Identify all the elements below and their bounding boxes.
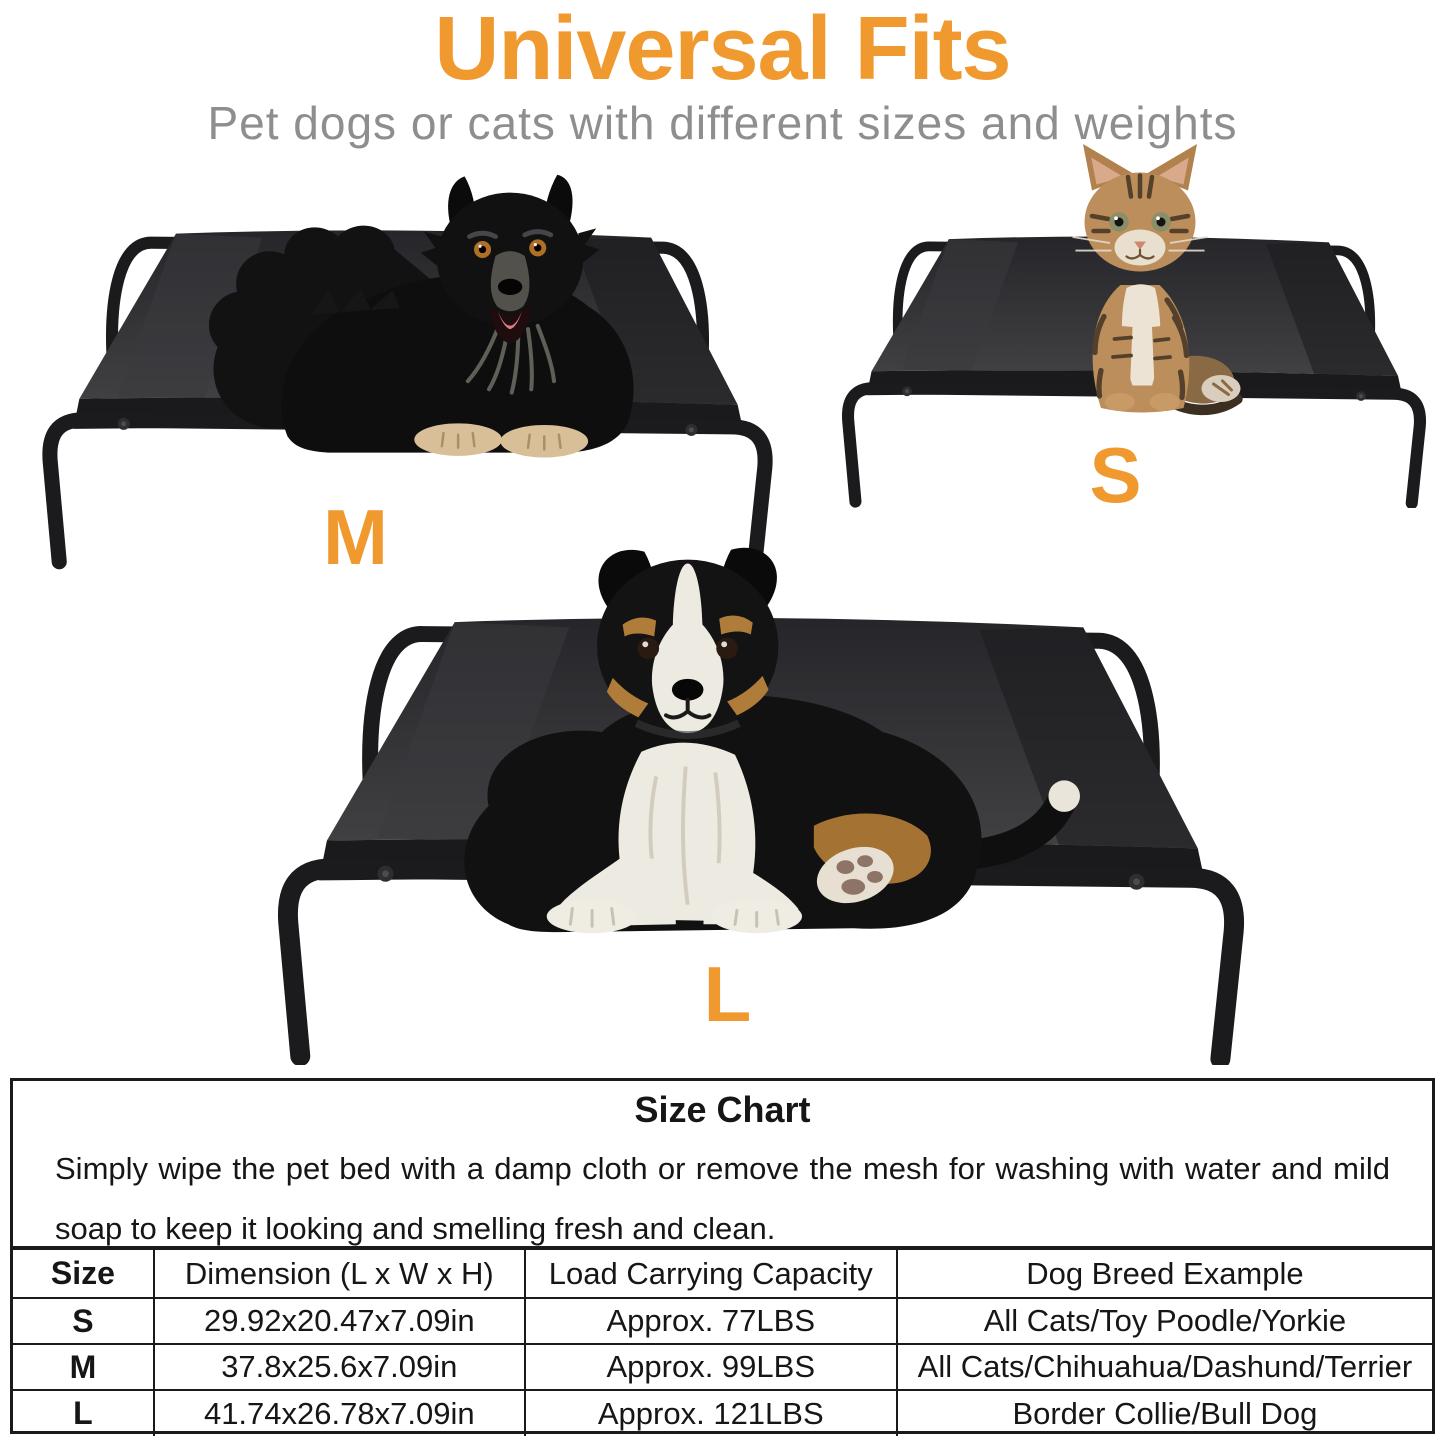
column-header-breed: Dog Breed Example: [895, 1248, 1432, 1299]
size-table-header-row: Size Dimension (L x W x H) Load Carrying…: [13, 1248, 1432, 1299]
size-table: Size Dimension (L x W x H) Load Carrying…: [13, 1248, 1432, 1436]
page-subtitle: Pet dogs or cats with different sizes an…: [207, 97, 1238, 149]
size-label-m: M: [323, 493, 388, 581]
size-label-l: L: [703, 950, 752, 1038]
cell-dimension: 37.8x25.6x7.09in: [152, 1343, 526, 1391]
column-header-capacity: Load Carrying Capacity: [523, 1248, 898, 1299]
cell-dimension: 41.74x26.78x7.09in: [152, 1389, 526, 1436]
cell-capacity: Approx. 121LBS: [523, 1389, 898, 1436]
cell-breed: Border Collie/Bull Dog: [895, 1389, 1432, 1436]
size-table-row-s: S 29.92x20.47x7.09in Approx. 77LBS All C…: [13, 1297, 1432, 1345]
cell-breed: All Cats/Chihuahua/Dashund/Terrier: [895, 1343, 1432, 1391]
column-header-dimension: Dimension (L x W x H): [152, 1248, 526, 1299]
cell-size: M: [13, 1343, 155, 1391]
black-dog-icon: [209, 175, 634, 458]
cell-breed: All Cats/Toy Poodle/Yorkie: [895, 1297, 1432, 1345]
size-chart-title: Size Chart: [634, 1089, 811, 1130]
cell-capacity: Approx. 99LBS: [523, 1343, 898, 1391]
care-instructions: Simply wipe the pet bed with a damp clot…: [55, 1151, 1390, 1246]
header: Universal Fits Pet dogs or cats with dif…: [0, 0, 1445, 146]
cell-capacity: Approx. 77LBS: [523, 1297, 898, 1345]
cell-size: S: [13, 1297, 155, 1345]
product-photo-size-m: [25, 160, 790, 570]
size-table-row-l: L 41.74x26.78x7.09in Approx. 121LBS Bord…: [13, 1389, 1432, 1436]
column-header-size: Size: [13, 1248, 155, 1299]
size-label-s: S: [1089, 431, 1142, 519]
page-title: Universal Fits: [434, 0, 1011, 99]
size-chart: Size Chart Simply wipe the pet bed with …: [10, 1078, 1435, 1436]
cell-dimension: 29.92x20.47x7.09in: [152, 1297, 526, 1345]
cell-size: L: [13, 1389, 155, 1436]
size-table-row-m: M 37.8x25.6x7.09in Approx. 99LBS All Cat…: [13, 1343, 1432, 1391]
size-chart-intro: Size Chart Simply wipe the pet bed with …: [13, 1081, 1432, 1248]
bed-m-illustration: [25, 160, 790, 570]
